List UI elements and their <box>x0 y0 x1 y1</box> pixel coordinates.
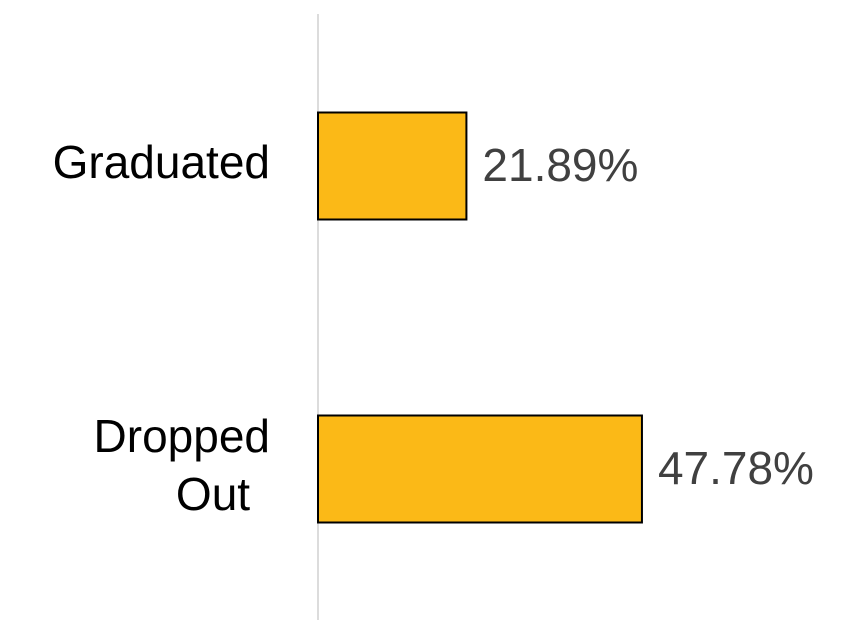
bar <box>317 414 643 524</box>
value-label: 21.89% <box>482 139 638 191</box>
category-label: Graduated <box>53 136 270 188</box>
category-label: Dropped Out <box>94 410 270 520</box>
bar <box>317 111 468 221</box>
value-label: 47.78% <box>658 442 814 494</box>
